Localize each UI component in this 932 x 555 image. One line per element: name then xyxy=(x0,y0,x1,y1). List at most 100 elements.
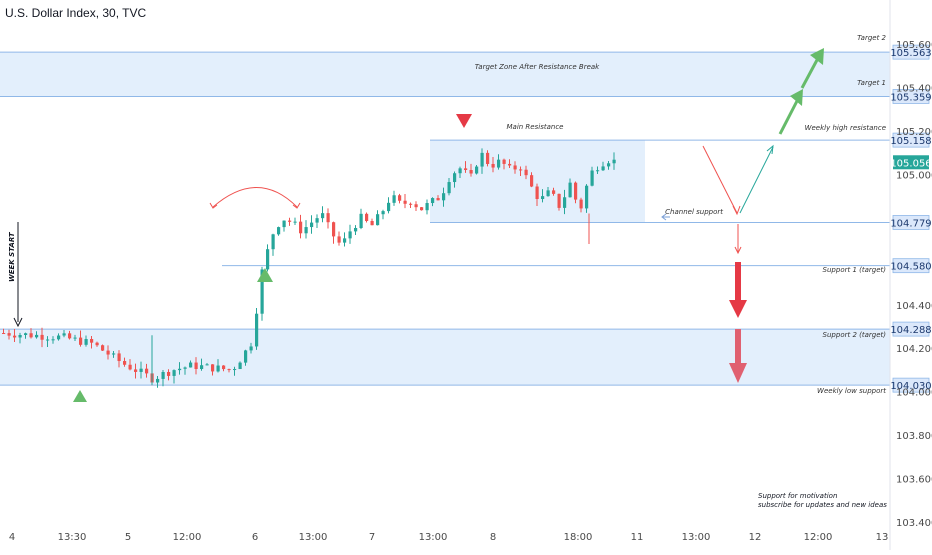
candle-body-8 xyxy=(46,339,50,341)
candle-body-39 xyxy=(216,365,220,372)
candle-body-85 xyxy=(469,169,473,174)
support1-arrow-shaft xyxy=(735,262,741,302)
y-tick-label-6: 104.000 xyxy=(896,388,932,399)
green-triangle-support1 xyxy=(257,268,273,282)
candle-body-75 xyxy=(414,204,418,208)
candle-body-15 xyxy=(84,339,88,345)
candle-body-99 xyxy=(546,190,550,197)
candle-body-18 xyxy=(101,345,105,351)
candle-body-22 xyxy=(123,361,127,365)
lower-support-zone xyxy=(0,329,890,386)
level-price-box-5 xyxy=(892,321,930,337)
candle-body-87 xyxy=(480,152,484,167)
x-tick-label-4: 6 xyxy=(252,532,258,543)
candle-body-67 xyxy=(370,221,374,226)
candle-body-42 xyxy=(233,369,237,371)
x-tick-label-12: 12 xyxy=(749,532,762,543)
candle-body-4 xyxy=(24,333,28,335)
target-zone-label: Target Zone After Resistance Break xyxy=(475,63,600,71)
x-tick-label-8: 8 xyxy=(490,532,496,543)
candle-body-78 xyxy=(431,198,435,204)
candle-body-2 xyxy=(13,335,17,338)
candle-body-66 xyxy=(365,213,369,222)
weekly-low-label: Weekly low support xyxy=(817,387,886,395)
candle-body-3 xyxy=(18,334,22,338)
candle-body-12 xyxy=(68,333,72,339)
candle-body-60 xyxy=(332,222,336,237)
candle-body-55 xyxy=(304,227,308,234)
channel-support-pointer-head xyxy=(661,213,667,221)
candle-body-96 xyxy=(530,175,534,187)
candle-body-63 xyxy=(348,231,352,239)
y-axis: 105.563 105.359 105.158 104.779 104.580 104.2… xyxy=(889,0,932,550)
candle-body-11 xyxy=(62,333,66,336)
candle-body-28 xyxy=(156,378,160,383)
candle-body-21 xyxy=(117,353,121,362)
candle-body-52 xyxy=(288,220,292,222)
candle-body-51 xyxy=(282,220,286,228)
support2-arrow-shaft xyxy=(735,329,741,365)
candle-body-31 xyxy=(172,370,176,376)
x-tick-label-7: 13:00 xyxy=(419,532,448,543)
candle-body-106 xyxy=(585,185,589,209)
weekly-high-label: Weekly high resistance xyxy=(805,124,886,132)
candle-body-44 xyxy=(244,350,248,363)
level-price-label-6: 104.030 xyxy=(890,381,931,392)
x-tick-label-5: 13:00 xyxy=(299,532,328,543)
support2-arrow-head xyxy=(729,363,747,383)
candle-body-76 xyxy=(420,207,424,211)
candle-body-10 xyxy=(57,335,61,340)
target2-arrow-shaft xyxy=(800,59,819,89)
main-resistance-label: Main Resistance xyxy=(507,123,564,131)
level-price-box-0 xyxy=(892,44,930,60)
footer-line-2: subscribe for updates and new ideas xyxy=(758,501,887,509)
candle-body-92 xyxy=(508,163,512,166)
candle-body-95 xyxy=(524,169,528,176)
candle-body-23 xyxy=(128,364,132,370)
candle-body-19 xyxy=(106,350,110,355)
pattern-arc-head-left xyxy=(209,202,218,209)
level-price-box-4 xyxy=(892,258,930,274)
x-tick-label-1: 13:30 xyxy=(58,532,87,543)
level-price-label-1: 105.359 xyxy=(890,92,931,103)
footer-line-1: Support for motivation xyxy=(758,492,837,500)
projection-down-head xyxy=(732,205,741,216)
y-tick-label-8: 103.600 xyxy=(896,475,932,486)
x-tick-label-14: 13 xyxy=(876,532,889,543)
candle-body-98 xyxy=(541,196,545,200)
level-price-label-0: 105.563 xyxy=(890,48,931,59)
candle-body-64 xyxy=(354,227,358,232)
candle-body-5 xyxy=(29,333,33,338)
candle-body-109 xyxy=(601,166,605,171)
candle-body-25 xyxy=(139,368,143,372)
target1-arrow-shaft xyxy=(778,100,799,135)
candle-body-73 xyxy=(403,200,407,204)
candle-body-91 xyxy=(502,159,506,164)
candle-body-69 xyxy=(381,211,385,215)
candle-body-74 xyxy=(409,203,413,205)
candle-body-72 xyxy=(398,195,402,201)
candle-body-32 xyxy=(178,368,182,371)
level-price-box-6 xyxy=(892,377,930,393)
candle-body-53 xyxy=(293,221,297,223)
x-tick-label-13: 12:00 xyxy=(804,532,833,543)
target2-arrow-head xyxy=(810,48,824,65)
candle-body-56 xyxy=(310,222,314,228)
candle-body-62 xyxy=(343,238,347,243)
x-tick-label-9: 18:00 xyxy=(564,532,593,543)
candle-body-77 xyxy=(425,203,429,211)
candle-body-9 xyxy=(51,339,55,341)
projection-up-head xyxy=(766,144,774,155)
candle-body-59 xyxy=(326,213,330,223)
x-tick-label-10: 11 xyxy=(631,532,644,543)
candle-body-80 xyxy=(442,193,446,201)
y-tick-label-4: 104.400 xyxy=(896,301,932,312)
projection-down-line xyxy=(702,145,738,214)
candle-body-104 xyxy=(574,182,578,200)
candle-body-34 xyxy=(189,362,193,368)
level-price-label-3: 104.779 xyxy=(890,218,931,229)
target1-label: Target 1 xyxy=(857,79,886,87)
candle-body-50 xyxy=(277,227,281,235)
red-triangle-resistance xyxy=(456,114,472,128)
candle-body-71 xyxy=(392,195,396,203)
